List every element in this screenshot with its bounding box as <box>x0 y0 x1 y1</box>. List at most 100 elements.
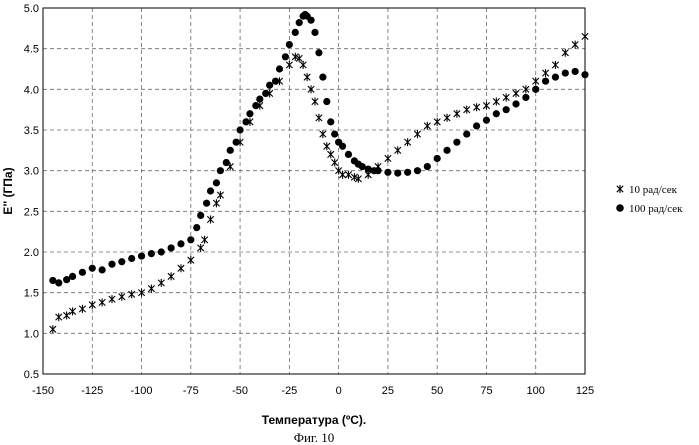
data-point-circle <box>118 258 125 265</box>
data-point-circle <box>227 147 234 154</box>
data-point-star <box>217 191 223 199</box>
data-point-circle <box>463 130 470 137</box>
x-tick-labels: -150-125-100-75-50-250255075100125 <box>32 385 594 397</box>
data-point-circle <box>233 139 240 146</box>
data-point-star <box>158 279 164 287</box>
data-point-star <box>473 103 479 111</box>
data-point-circle <box>108 261 115 268</box>
data-point-circle <box>493 110 500 117</box>
data-point-circle <box>89 265 96 272</box>
data-point-circle <box>434 155 441 162</box>
data-point-star <box>331 159 337 167</box>
data-point-circle <box>323 98 330 105</box>
legend-marker-star-shape <box>617 185 623 193</box>
data-point-star <box>324 142 330 150</box>
data-point-circle <box>453 139 460 146</box>
data-point-circle <box>572 68 579 75</box>
x-tick-label: 25 <box>382 385 394 397</box>
data-point-star <box>63 311 69 319</box>
data-point-star <box>582 32 588 40</box>
y-tick-label: 0.5 <box>24 369 39 381</box>
data-point-star <box>178 264 184 272</box>
data-point-circle <box>562 69 569 76</box>
data-point-star <box>304 73 310 81</box>
data-point-circle <box>223 159 230 166</box>
data-point-star <box>328 150 334 158</box>
data-point-star <box>79 305 85 313</box>
data-point-star <box>345 171 351 179</box>
data-point-circle <box>193 224 200 231</box>
legend-marker-circle-shape <box>616 204 624 212</box>
data-point-circle <box>272 78 279 85</box>
y-tick-label: 3.0 <box>24 166 39 178</box>
data-point-circle <box>213 179 220 186</box>
data-point-circle <box>384 169 391 176</box>
data-point-circle <box>327 118 334 125</box>
data-point-circle <box>483 117 490 124</box>
data-point-circle <box>532 86 539 93</box>
data-point-star <box>464 106 470 114</box>
y-axis-title: E'' (ГПа) <box>1 167 15 214</box>
y-tick-label: 1.0 <box>24 328 39 340</box>
legend-item-10: 10 рад/сек <box>617 184 678 196</box>
data-point-star <box>493 98 499 106</box>
x-tick-label: 100 <box>527 385 545 397</box>
x-tick-label: -100 <box>131 385 153 397</box>
data-series <box>49 11 588 333</box>
legend-marker-circle <box>616 204 624 212</box>
data-point-circle <box>424 163 431 170</box>
data-point-circle <box>311 29 318 36</box>
legend: 10 рад/сек 100 рад/сек <box>616 184 683 215</box>
data-point-star <box>188 256 194 264</box>
data-point-circle <box>339 143 346 150</box>
data-point-circle <box>252 102 259 109</box>
data-point-star <box>50 325 56 333</box>
data-point-star <box>503 93 509 101</box>
data-point-star <box>168 272 174 280</box>
data-point-star <box>69 307 75 315</box>
data-point-star <box>213 199 219 207</box>
data-point-star <box>339 171 345 179</box>
data-point-circle <box>177 240 184 247</box>
x-tick-label: -150 <box>32 385 54 397</box>
data-point-star <box>552 61 558 69</box>
data-point-circle <box>443 147 450 154</box>
x-tick-label: 50 <box>431 385 443 397</box>
data-point-circle <box>55 279 62 286</box>
data-point-circle <box>473 122 480 129</box>
data-point-star <box>201 236 207 244</box>
series-100-rad <box>49 11 588 287</box>
x-tick-label: -25 <box>281 385 297 397</box>
data-point-circle <box>266 82 273 89</box>
data-point-star <box>56 313 62 321</box>
data-point-star <box>312 98 318 106</box>
data-point-circle <box>148 250 155 257</box>
data-point-star <box>572 41 578 49</box>
data-point-circle <box>296 19 303 26</box>
data-point-star <box>308 85 314 93</box>
data-point-star <box>286 61 292 69</box>
data-point-circle <box>292 29 299 36</box>
data-point-circle <box>319 74 326 81</box>
x-tick-label: -50 <box>232 385 248 397</box>
data-point-star <box>119 293 125 301</box>
data-point-star <box>513 89 519 97</box>
data-point-circle <box>503 106 510 113</box>
data-point-star <box>148 285 154 293</box>
data-point-star <box>128 290 134 298</box>
y-tick-label: 2.0 <box>24 247 39 259</box>
y-tick-label: 2.5 <box>24 206 39 218</box>
data-point-circle <box>394 170 401 177</box>
data-point-circle <box>414 167 421 174</box>
data-point-circle <box>128 255 135 262</box>
data-point-star <box>197 244 203 252</box>
legend-label-100: 100 рад/сек <box>629 203 683 215</box>
y-tick-label: 1.5 <box>24 288 39 300</box>
data-point-star <box>424 122 430 130</box>
data-point-circle <box>256 95 263 102</box>
data-point-star <box>109 295 115 303</box>
data-point-star <box>316 114 322 122</box>
data-point-star <box>207 215 213 223</box>
x-axis-title: Температура (ºС). <box>262 413 366 427</box>
y-tick-label: 3.5 <box>24 125 39 137</box>
